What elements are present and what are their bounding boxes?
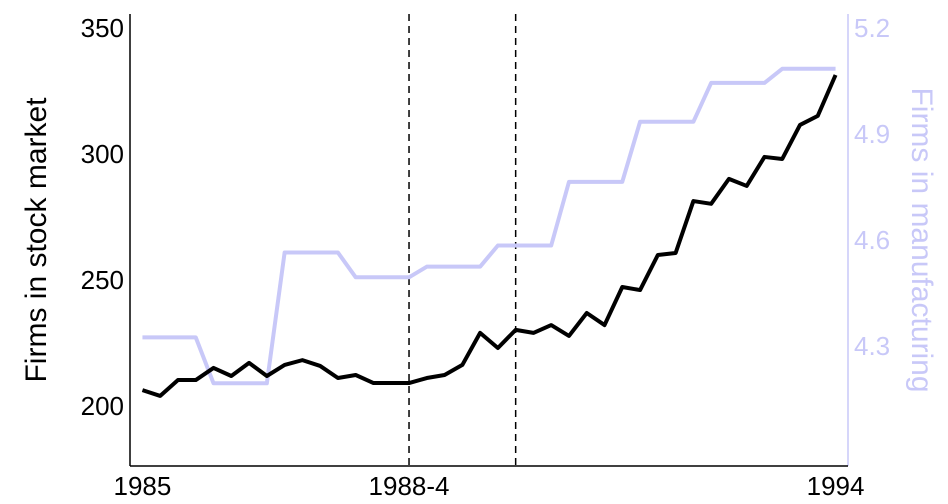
y2-tick-label: 4.9 xyxy=(854,119,890,149)
y-axis-label: Firms in stock market xyxy=(20,97,53,383)
x-tick-label: 1994 xyxy=(807,471,865,501)
x-tick-label: 1988-4 xyxy=(369,471,450,501)
data-line xyxy=(142,66,836,386)
y-tick-label: 350 xyxy=(81,13,124,43)
y2-axis-label: Firms in manufacturing xyxy=(905,87,938,392)
y2-tick-label: 4.6 xyxy=(854,225,890,255)
x-tick-label: 1985 xyxy=(114,471,172,501)
y2-tick-label: 4.3 xyxy=(854,331,890,361)
y2-tick-label: 5.2 xyxy=(854,13,890,43)
y-tick-label: 250 xyxy=(81,265,124,295)
y-tick-label: 200 xyxy=(81,391,124,421)
data-line xyxy=(141,74,838,398)
y-tick-label: 300 xyxy=(81,139,124,169)
